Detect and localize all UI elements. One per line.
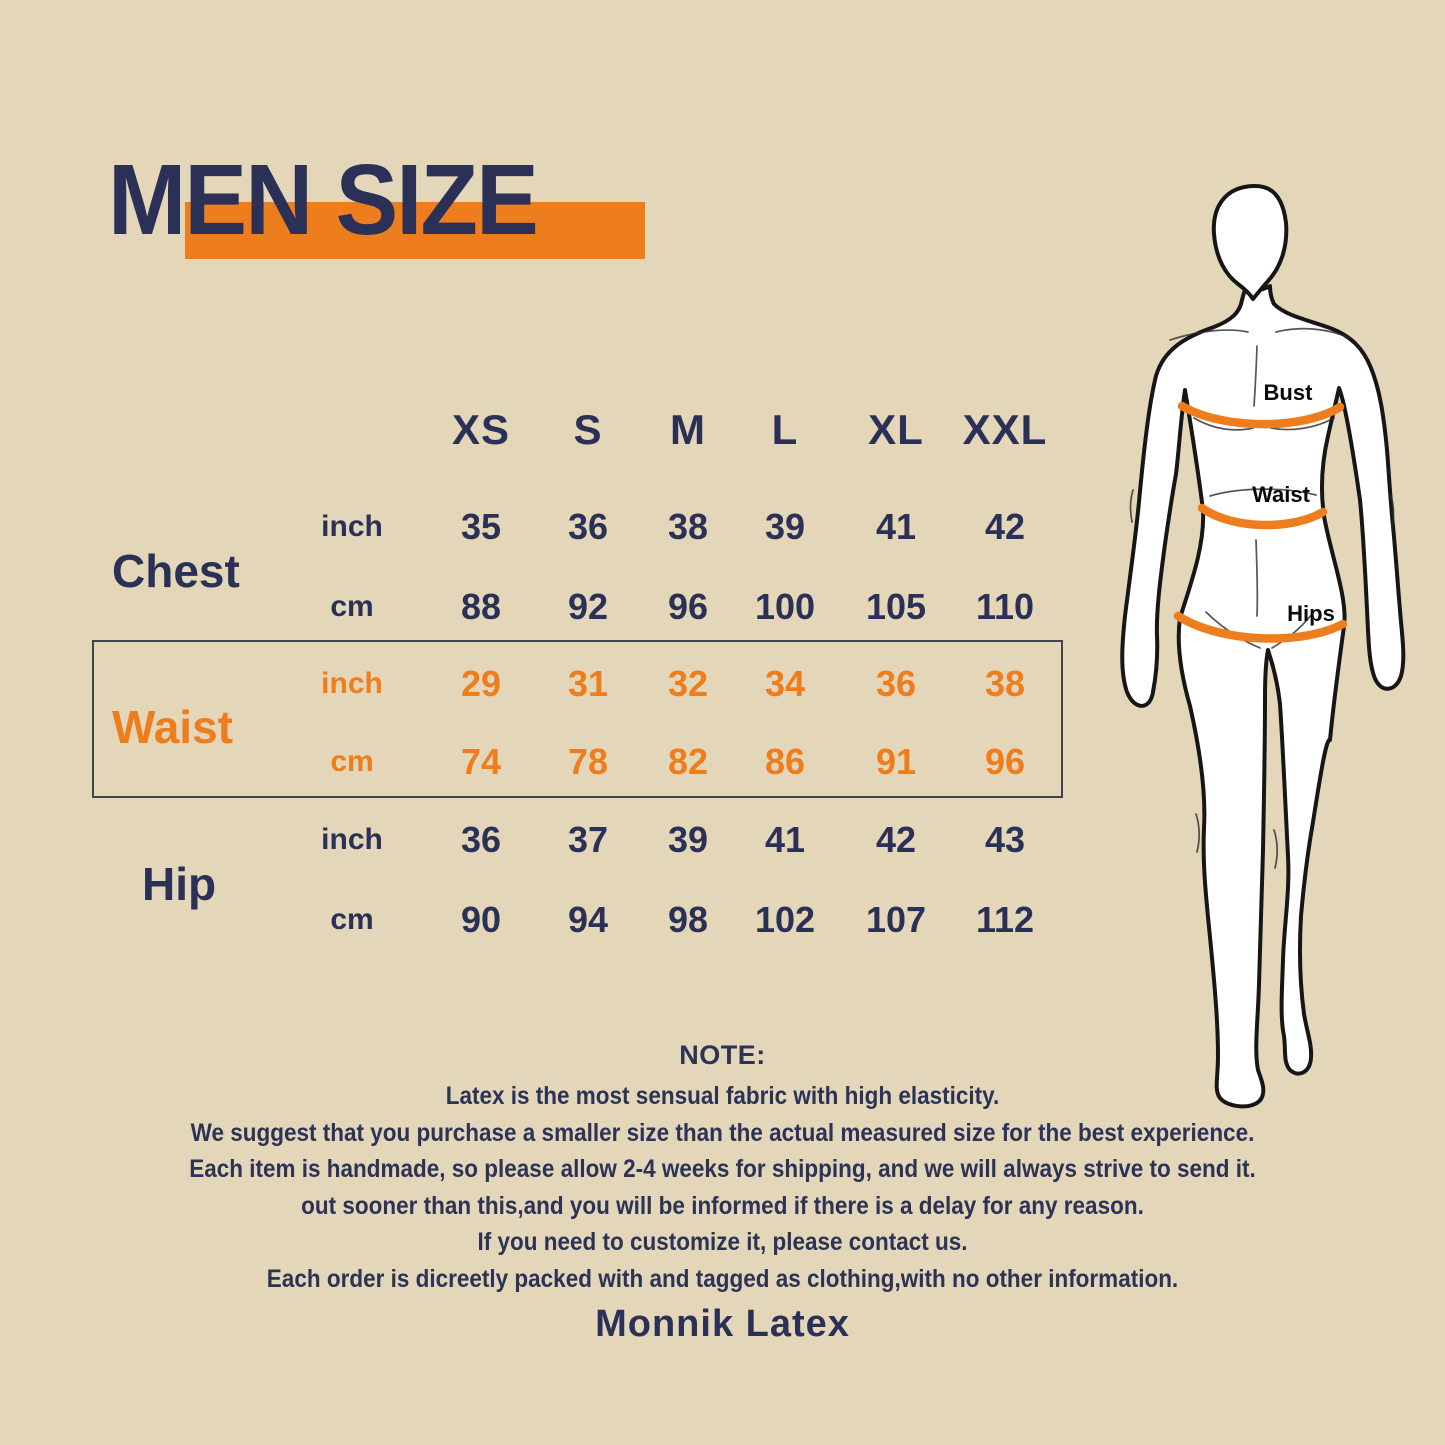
chest-cm-xs: 88	[460, 586, 502, 627]
waist-inch-m: 32	[667, 663, 709, 704]
waist-crease-line	[1209, 488, 1317, 497]
waist-cm-m: 82	[667, 741, 709, 782]
waist-inch-xs: 29	[460, 663, 502, 704]
chest-cm-xl: 105	[865, 586, 927, 627]
waist-cm-row: cm 74 78 82 86 91 96	[0, 738, 1110, 786]
hip-inch-xs: 36	[460, 819, 502, 860]
chest-inch-s: 36	[567, 506, 609, 547]
chest-inch-l: 39	[764, 506, 806, 547]
unit-label-cm: cm	[330, 590, 374, 623]
size-col-xs: XS	[451, 406, 511, 453]
waist-cm-xxl: 96	[984, 741, 1026, 782]
chest-cm-xxl: 110	[975, 586, 1035, 627]
chest-inch-m: 38	[667, 506, 709, 547]
waist-band	[1197, 503, 1328, 530]
unit-label-cm: cm	[330, 745, 374, 778]
head-outline	[1211, 183, 1289, 301]
waist-inch-s: 31	[567, 663, 609, 704]
unit-label-cm: cm	[330, 903, 374, 936]
lower-ab-line	[1255, 539, 1259, 617]
waist-cm-l: 86	[764, 741, 806, 782]
size-header-row: XS S M L XL XXL	[0, 406, 1110, 454]
title-highlight-bar	[185, 202, 645, 259]
hip-inch-row: inch 36 37 39 41 42 43	[0, 816, 1110, 864]
hip-cm-row: cm 90 94 98 102 107 112	[0, 896, 1110, 944]
hips-band	[1173, 611, 1348, 643]
bust-label: Bust	[1264, 380, 1314, 405]
knee-right-line	[1273, 829, 1278, 869]
pec-right-line	[1270, 417, 1335, 431]
note-line: out sooner than this,and you will be inf…	[301, 1191, 1144, 1220]
brand-name: Monnik Latex	[595, 1303, 850, 1345]
size-col-xl: XL	[868, 406, 924, 453]
hip-inch-xxl: 43	[984, 819, 1026, 860]
chest-cm-m: 96	[667, 586, 709, 627]
unit-label-inch: inch	[321, 667, 383, 700]
size-col-l: L	[771, 406, 799, 453]
unit-label-inch: inch	[321, 510, 383, 543]
elbow-right-line	[1390, 495, 1395, 529]
pec-left-line	[1193, 417, 1254, 431]
unit-label-inch: inch	[321, 823, 383, 856]
note-line: If you need to customize it, please cont…	[477, 1228, 968, 1256]
hip-inch-xl: 42	[875, 819, 917, 860]
size-col-s: S	[573, 406, 603, 453]
hip-cm-xs: 90	[460, 899, 502, 940]
chest-cm-s: 92	[567, 586, 609, 627]
waist-label: Waist	[1252, 482, 1311, 507]
row-label-hip: Hip	[142, 858, 217, 910]
hip-cm-s: 94	[567, 899, 609, 940]
knee-left-line	[1195, 813, 1200, 853]
hip-cm-l: 102	[754, 899, 816, 940]
hip-cm-m: 98	[667, 899, 709, 940]
chest-cm-l: 100	[754, 586, 816, 627]
waist-cm-s: 78	[567, 741, 609, 782]
waist-inch-xxl: 38	[984, 663, 1026, 704]
chest-cm-row: cm 88 92 96 100 105 110	[0, 583, 1110, 631]
note-line: Each order is dicreetly packed with and …	[266, 1264, 1179, 1293]
waist-inch-xl: 36	[875, 663, 917, 704]
row-label-chest: Chest	[112, 545, 240, 597]
hip-inch-s: 37	[567, 819, 609, 860]
note-line: We suggest that you purchase a smaller s…	[190, 1118, 1255, 1147]
hip-cm-xxl: 112	[975, 899, 1035, 940]
note-block: NOTE: Latex is the most sensual fabric w…	[0, 1040, 1445, 1297]
waist-highlight-box	[92, 640, 1063, 798]
hip-cm-xl: 107	[865, 899, 927, 940]
waist-inch-l: 34	[764, 663, 806, 704]
chest-inch-xxl: 42	[984, 506, 1026, 547]
waist-cm-xl: 91	[875, 741, 917, 782]
waist-cm-xs: 74	[460, 741, 502, 782]
page-title: MEN SIZE	[108, 144, 539, 256]
elbow-left-line	[1129, 489, 1134, 523]
hip-inch-m: 39	[667, 819, 709, 860]
row-label-waist: Waist	[112, 701, 233, 753]
size-col-m: M	[670, 406, 706, 453]
clavicle-left-line	[1169, 329, 1249, 341]
body-outline	[1120, 284, 1406, 1109]
clavicle-right-line	[1275, 327, 1351, 339]
sternum-line	[1253, 345, 1258, 407]
waist-inch-row: inch 29 31 32 34 36 38	[0, 660, 1110, 708]
male-body-figure: Bust Waist Hips	[1120, 183, 1406, 1109]
size-col-xxl: XXL	[962, 406, 1048, 453]
note-line: Latex is the most sensual fabric with hi…	[445, 1082, 1000, 1110]
chest-inch-xl: 41	[875, 506, 917, 547]
chest-inch-row: inch 35 36 38 39 41 42	[0, 503, 1110, 551]
chest-inch-xs: 35	[460, 506, 502, 547]
hips-label: Hips	[1287, 601, 1335, 626]
bust-band	[1177, 401, 1345, 429]
note-line: Each item is handmade, so please allow 2…	[189, 1155, 1256, 1183]
hip-inch-l: 41	[764, 819, 806, 860]
note-heading: NOTE:	[679, 1040, 766, 1070]
